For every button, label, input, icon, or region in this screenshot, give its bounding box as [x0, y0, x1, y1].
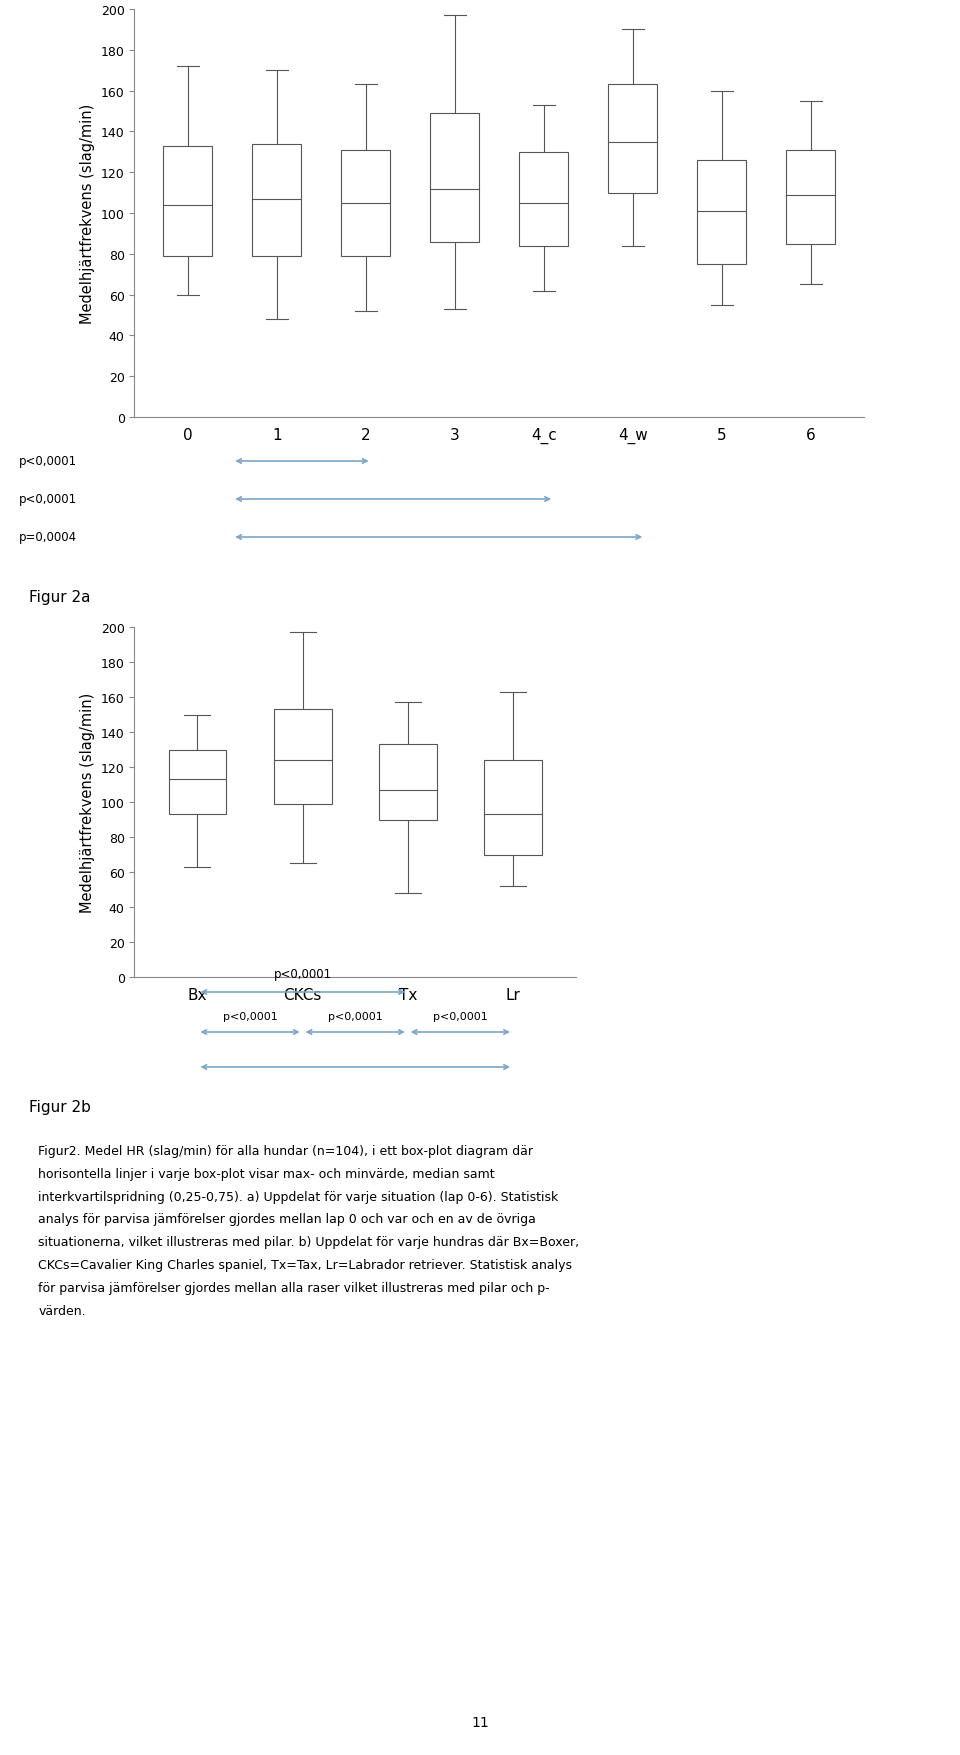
Text: p<0,0001: p<0,0001: [19, 455, 78, 469]
Text: 11: 11: [471, 1715, 489, 1729]
Bar: [274, 709, 331, 804]
Text: Figur 2b: Figur 2b: [29, 1099, 90, 1114]
Bar: [169, 749, 227, 814]
Text: p<0,0001: p<0,0001: [327, 1013, 383, 1021]
Y-axis label: Medelhjärtfrekvens (slag/min): Medelhjärtfrekvens (slag/min): [81, 104, 95, 325]
Text: analys för parvisa jämförelser gjordes mellan lap 0 och var och en av de övriga: analys för parvisa jämförelser gjordes m…: [38, 1213, 537, 1225]
Bar: [519, 153, 568, 246]
Text: värden.: värden.: [38, 1304, 86, 1316]
Text: p<0,0001: p<0,0001: [433, 1013, 488, 1021]
Bar: [163, 147, 212, 256]
Text: p<0,0001: p<0,0001: [223, 1013, 277, 1021]
Text: interkvartilspridning (0,25-0,75). a) Uppdelat för varje situation (lap 0-6). St: interkvartilspridning (0,25-0,75). a) Up…: [38, 1190, 559, 1202]
Text: p<0,0001: p<0,0001: [274, 967, 332, 979]
Bar: [252, 144, 301, 256]
Text: situationerna, vilket illustreras med pilar. b) Uppdelat för varje hundras där B: situationerna, vilket illustreras med pi…: [38, 1236, 580, 1248]
Y-axis label: Medelhjärtfrekvens (slag/min): Medelhjärtfrekvens (slag/min): [81, 693, 95, 913]
Text: CKCs=Cavalier King Charles spaniel, Tx=Tax, Lr=Labrador retriever. Statistisk an: CKCs=Cavalier King Charles spaniel, Tx=T…: [38, 1258, 572, 1271]
Text: horisontella linjer i varje box-plot visar max- och minvärde, median samt: horisontella linjer i varje box-plot vis…: [38, 1167, 495, 1179]
Bar: [786, 151, 835, 244]
Bar: [697, 161, 746, 265]
Bar: [430, 114, 479, 242]
Text: för parvisa jämförelser gjordes mellan alla raser vilket illustreras med pilar o: för parvisa jämförelser gjordes mellan a…: [38, 1281, 550, 1293]
Text: Figur 2a: Figur 2a: [29, 590, 90, 605]
Bar: [609, 86, 658, 193]
Bar: [341, 151, 390, 256]
Bar: [379, 744, 437, 820]
Text: Figur2. Medel HR (slag/min) för alla hundar (n=104), i ett box-plot diagram där: Figur2. Medel HR (slag/min) för alla hun…: [38, 1144, 534, 1157]
Text: p<0,0001: p<0,0001: [19, 493, 78, 505]
Text: p=0,0004: p=0,0004: [19, 532, 78, 544]
Bar: [484, 760, 541, 855]
